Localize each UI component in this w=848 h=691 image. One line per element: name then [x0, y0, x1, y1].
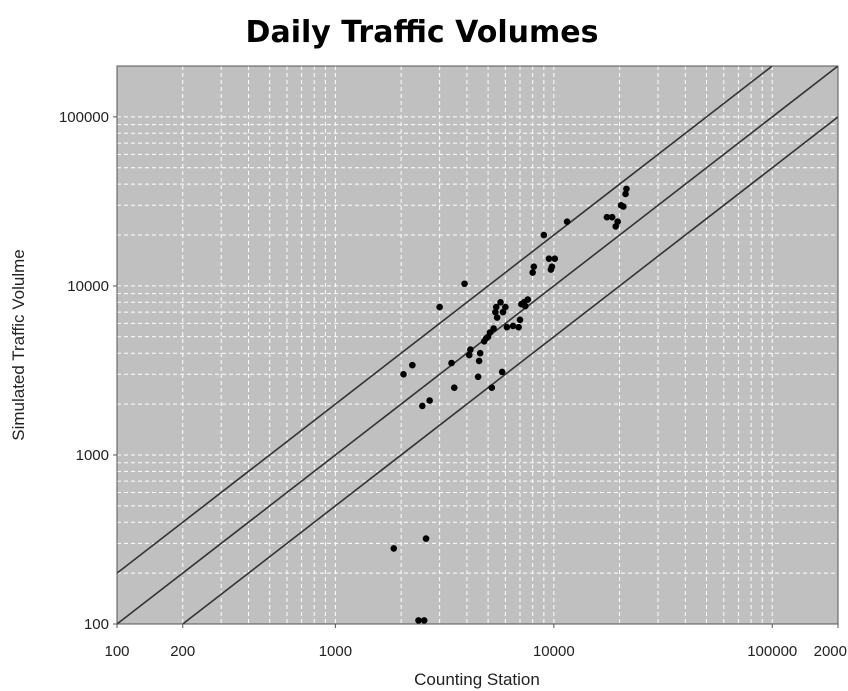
data-points: [390, 185, 630, 624]
data-point: [488, 384, 496, 391]
data-point: [497, 299, 504, 306]
data-point: [545, 255, 553, 262]
x-axis-ticks: 100 200 1000 10000 100000 2000: [104, 624, 847, 660]
data-point: [415, 617, 422, 624]
data-point: [492, 303, 500, 311]
y-tick-label: 1000: [76, 447, 109, 464]
data-point: [476, 349, 484, 357]
x-tick-label: 200: [170, 643, 195, 660]
x-tick-label: 10000: [533, 643, 575, 660]
data-point: [474, 373, 482, 381]
data-point: [390, 545, 398, 552]
data-point: [608, 213, 616, 221]
x-axis-label: Counting Station: [414, 670, 540, 689]
data-point: [461, 280, 468, 288]
x-tick-label: 100000: [747, 643, 797, 660]
y-tick-label: 10000: [67, 278, 109, 295]
data-point: [530, 263, 538, 270]
data-point: [475, 357, 483, 365]
reference-lines: [116, 65, 839, 625]
x-tick-label: 2000: [814, 643, 847, 660]
data-point: [603, 213, 611, 221]
data-point: [551, 255, 559, 262]
data-point: [492, 308, 499, 316]
data-point: [490, 325, 497, 332]
data-point: [548, 263, 556, 270]
data-point: [450, 384, 458, 391]
data-point: [493, 314, 501, 321]
data-point: [409, 361, 416, 369]
reference-line: [116, 65, 773, 574]
x-tick-label: 1000: [319, 643, 352, 660]
data-point: [419, 402, 426, 410]
data-point: [426, 397, 433, 404]
data-point: [498, 368, 506, 376]
data-point: [540, 231, 548, 239]
data-point: [499, 308, 507, 316]
y-axis-label: Simulated Traffic Volulme: [9, 249, 28, 441]
data-point: [563, 218, 571, 225]
data-point: [529, 269, 536, 276]
y-tick-label: 100000: [59, 109, 109, 126]
data-point: [503, 323, 511, 331]
chart-title: Daily Traffic Volumes: [246, 15, 599, 50]
data-point: [515, 323, 522, 331]
data-point: [436, 303, 443, 311]
data-point: [400, 371, 407, 378]
reference-line: [182, 116, 839, 625]
data-point: [623, 185, 630, 193]
y-tick-label: 100: [84, 616, 109, 633]
data-point: [509, 322, 517, 330]
data-point: [502, 303, 509, 311]
data-point: [422, 535, 430, 542]
data-point: [620, 203, 627, 210]
data-point: [614, 218, 621, 225]
data-point: [467, 346, 474, 353]
x-tick-label: 100: [104, 643, 129, 660]
data-point: [524, 296, 532, 303]
data-point: [622, 190, 629, 198]
data-point: [516, 316, 524, 324]
data-point: [420, 617, 428, 624]
data-point: [521, 302, 529, 310]
data-point: [465, 351, 473, 359]
data-point: [448, 359, 455, 367]
y-axis-ticks: 100 1000 10000 100000: [59, 109, 117, 633]
plot-frame: [116, 65, 839, 625]
reference-line: [116, 65, 839, 625]
